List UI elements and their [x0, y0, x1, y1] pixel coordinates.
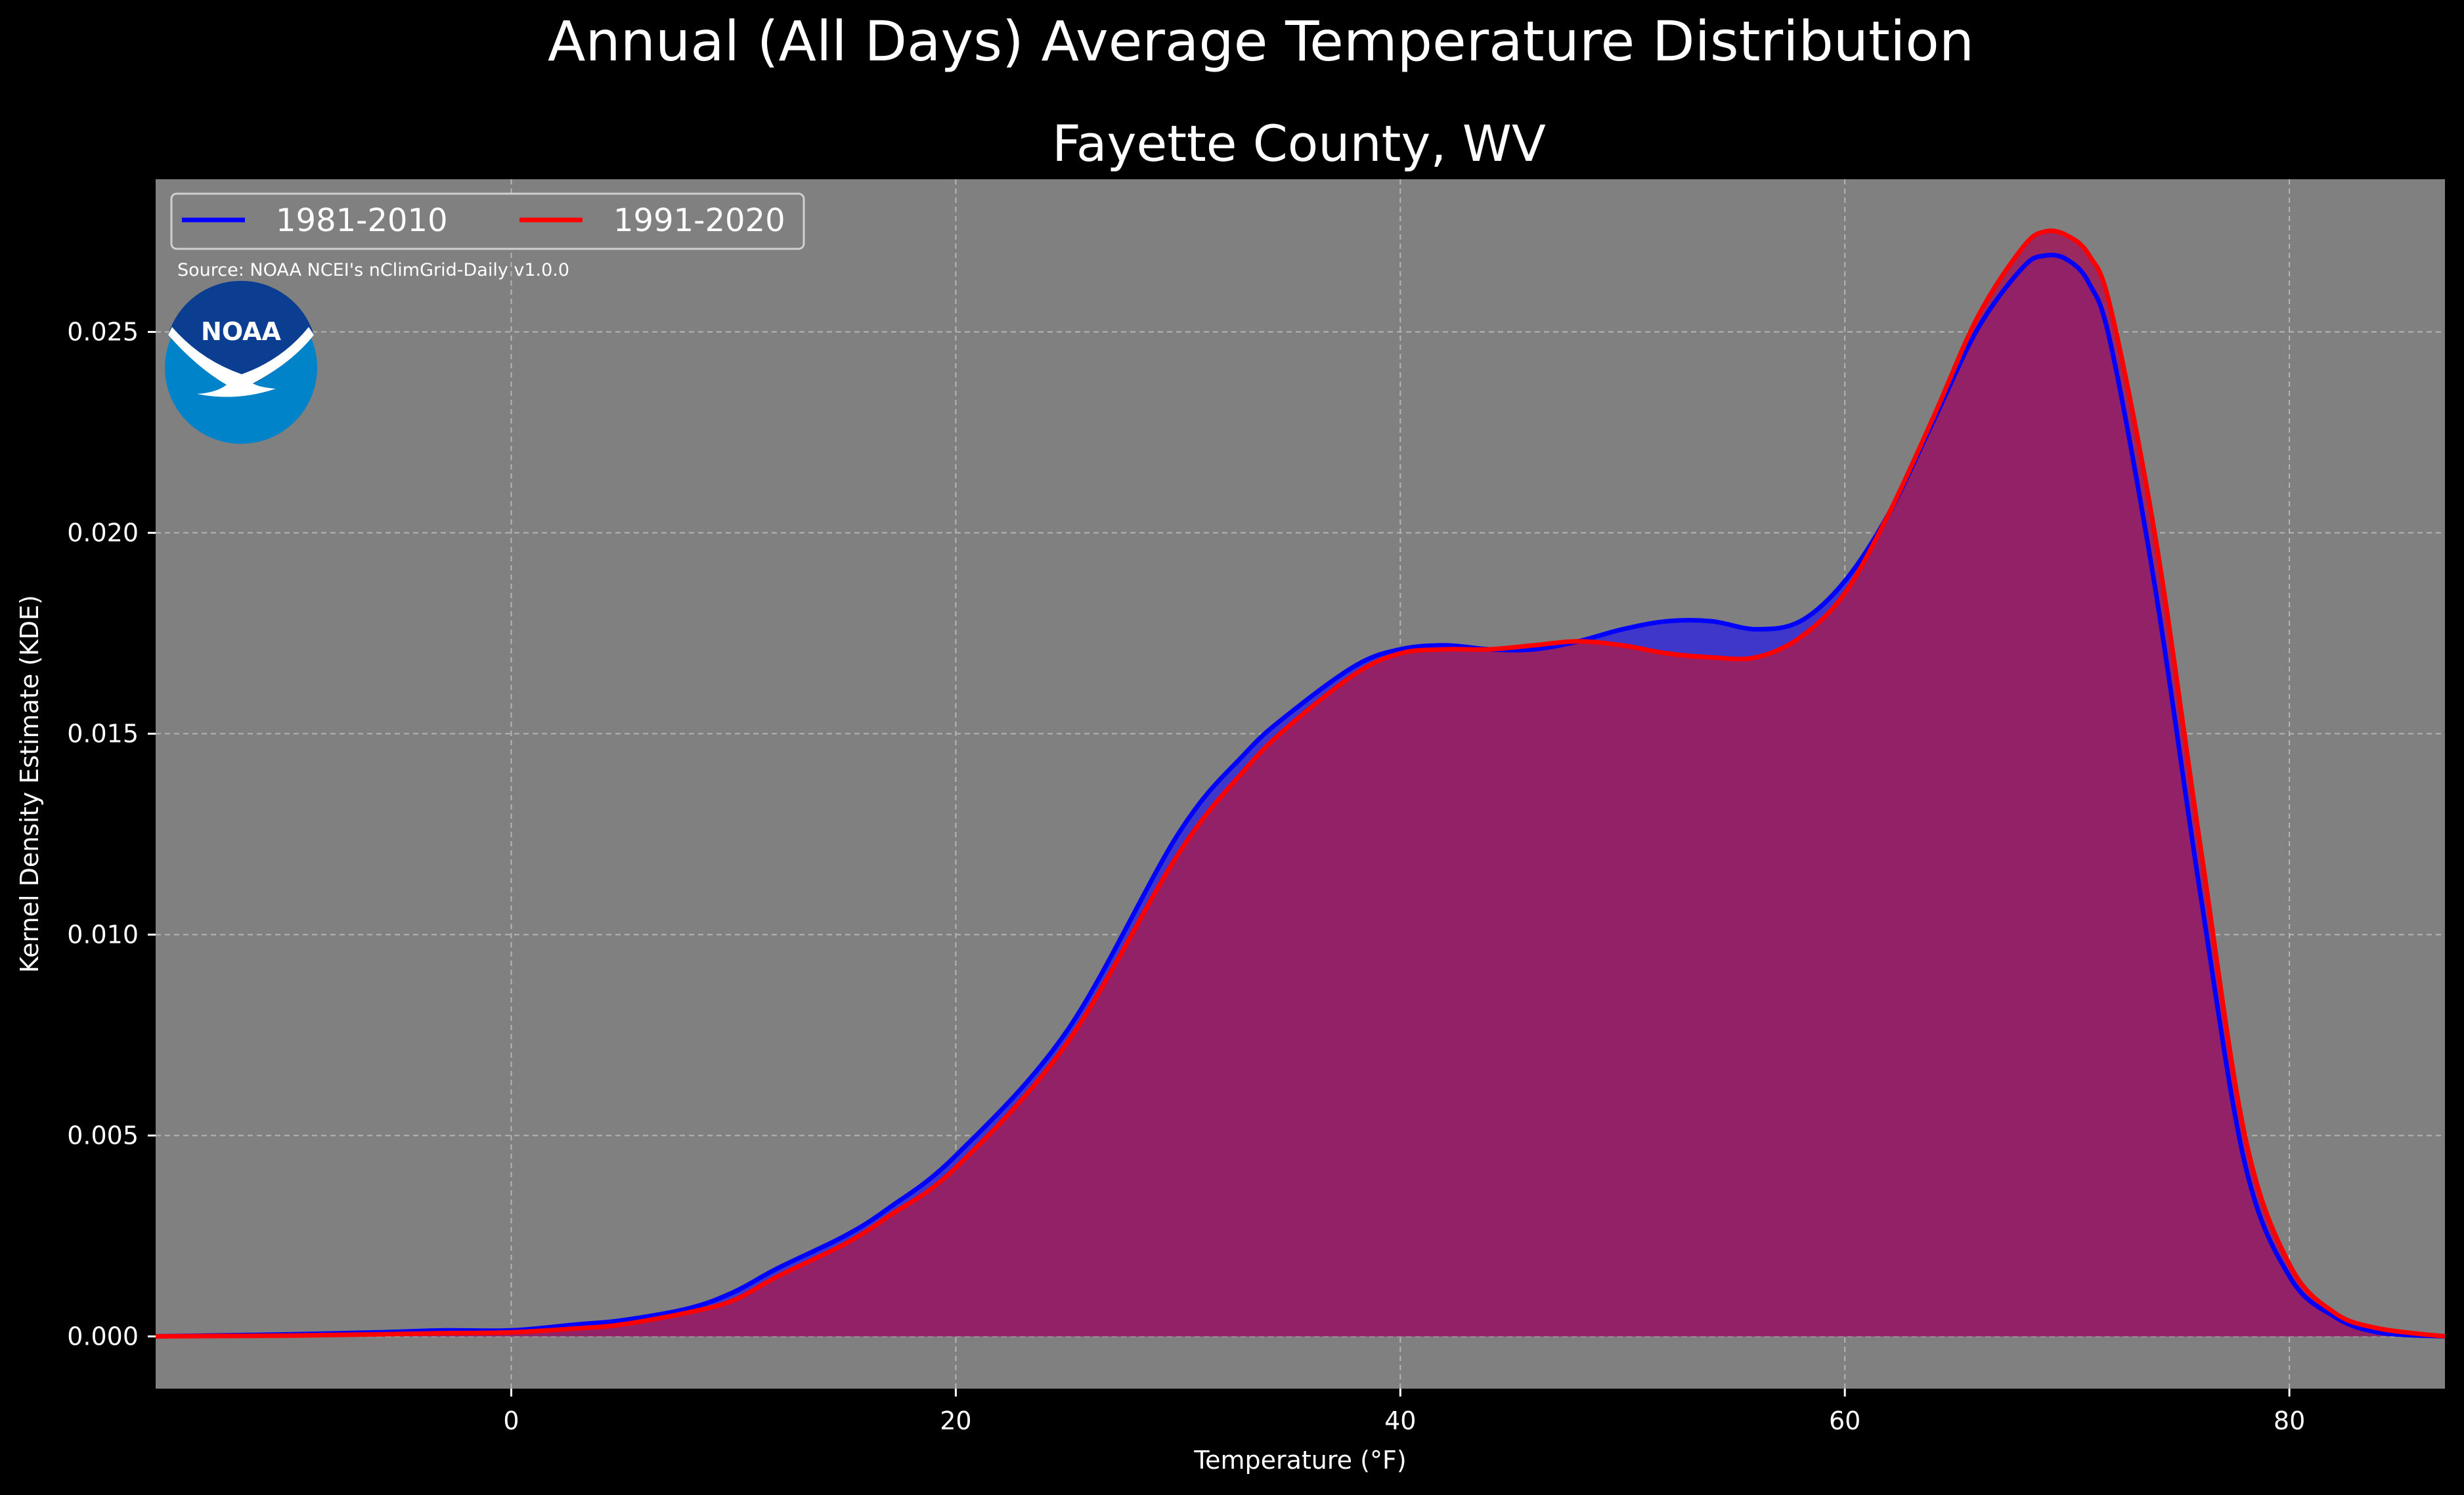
source-note: Source: NOAA NCEI's nClimGrid-Daily v1.0… [177, 260, 569, 280]
axis-ticks: 0 20 40 60 80 0.000 0.005 0.010 0.015 0.020 0.025 [67, 318, 2305, 1435]
x-tick-label: 80 [2274, 1406, 2305, 1435]
x-tick-label: 20 [940, 1406, 971, 1435]
y-tick-label: 0.010 [67, 920, 139, 949]
legend-label-1981-2010: 1981-2010 [276, 202, 448, 239]
x-tick-label: 60 [1829, 1406, 1860, 1435]
x-axis-label: Temperature (°F) [1193, 1446, 1406, 1475]
density-fills [156, 230, 2445, 1337]
x-tick-label: 40 [1384, 1406, 1416, 1435]
y-tick-label: 0.025 [67, 318, 139, 347]
legend: 1981-2010 1991-2020 [170, 192, 805, 250]
x-tick-label: 0 [503, 1406, 519, 1435]
y-tick-label: 0.020 [67, 519, 139, 548]
density-lines [156, 228, 2445, 1339]
noaa-logo-text: NOAA [201, 317, 281, 346]
density-area-1991-2020 [156, 230, 2445, 1337]
legend-label-1991-2020: 1991-2020 [613, 202, 785, 239]
legend-frame [170, 192, 805, 250]
y-tick-label: 0.000 [67, 1322, 139, 1351]
chart-title: Annual (All Days) Average Temperature Di… [548, 9, 1974, 74]
chart-subtitle: Fayette County, WV [1052, 114, 1546, 173]
y-tick-label: 0.015 [67, 720, 139, 748]
noaa-logo: NOAA [165, 280, 317, 444]
density-line-1991-2020 [156, 228, 2445, 1339]
y-tick-label: 0.005 [67, 1121, 139, 1150]
y-axis-label: Kernel Density Estimate (KDE) [15, 595, 44, 973]
noaa-logo-wave-icon [168, 327, 314, 397]
